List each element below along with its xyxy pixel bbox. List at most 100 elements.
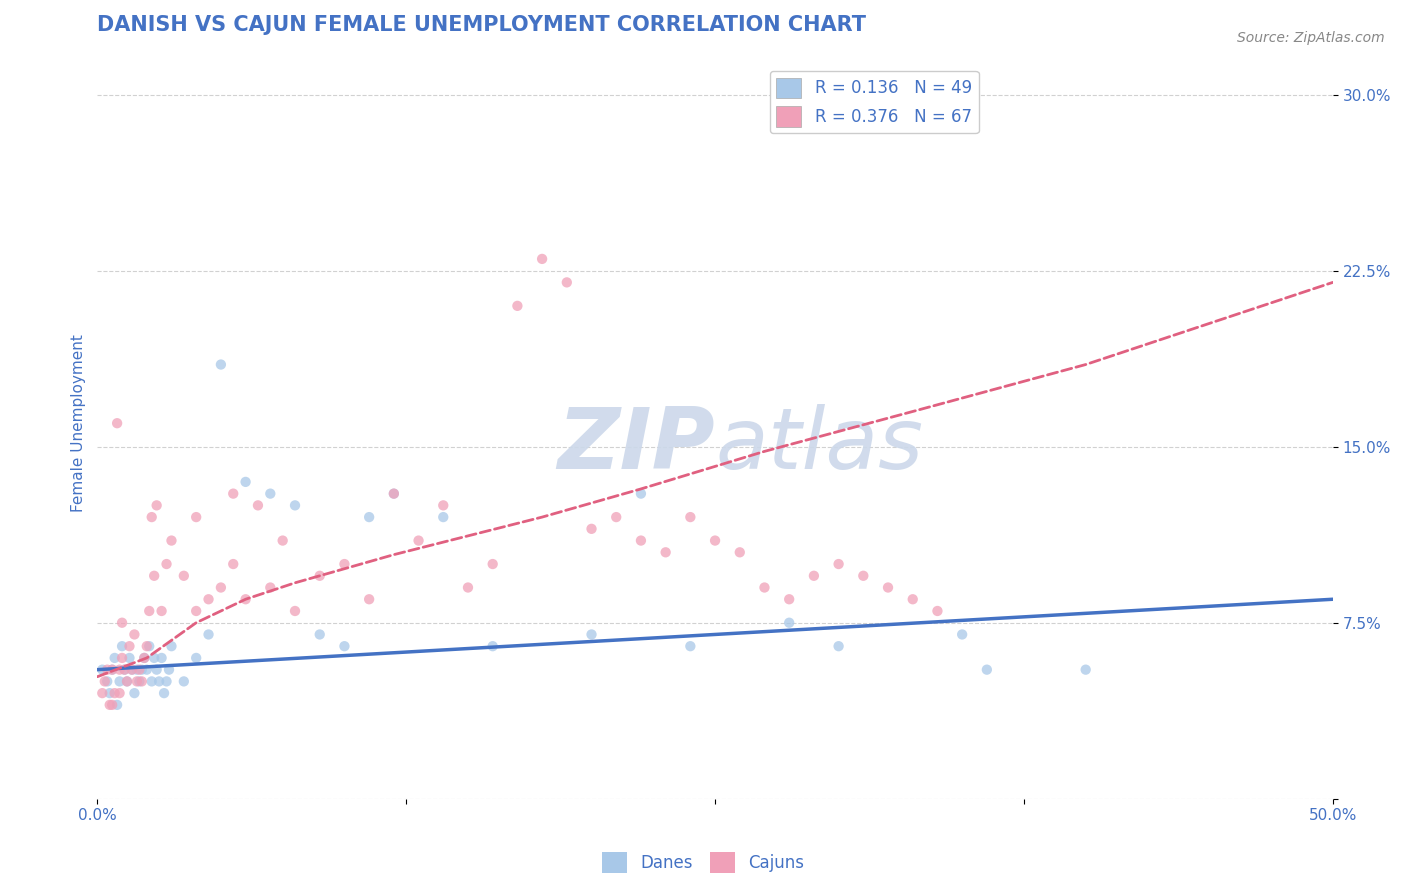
Point bbox=[209, 358, 232, 372]
Point bbox=[333, 639, 356, 653]
Point bbox=[134, 651, 156, 665]
Point bbox=[115, 674, 138, 689]
Point bbox=[408, 533, 430, 548]
Point bbox=[235, 475, 257, 489]
Point bbox=[108, 686, 131, 700]
Point bbox=[382, 486, 405, 500]
Point bbox=[209, 581, 232, 595]
Point bbox=[432, 499, 454, 513]
Point bbox=[157, 663, 180, 677]
Point bbox=[118, 639, 141, 653]
Point bbox=[111, 651, 134, 665]
Point bbox=[160, 639, 183, 653]
Point bbox=[284, 604, 307, 618]
Point bbox=[877, 581, 900, 595]
Point bbox=[143, 568, 166, 582]
Point bbox=[131, 674, 153, 689]
Point bbox=[124, 686, 146, 700]
Point bbox=[457, 581, 479, 595]
Point bbox=[173, 674, 195, 689]
Y-axis label: Female Unemployment: Female Unemployment bbox=[72, 334, 86, 512]
Point bbox=[778, 592, 800, 607]
Point bbox=[98, 686, 121, 700]
Point bbox=[114, 663, 136, 677]
Point bbox=[704, 533, 727, 548]
Point bbox=[728, 545, 751, 559]
Point bbox=[121, 663, 143, 677]
Point bbox=[222, 486, 245, 500]
Point bbox=[679, 639, 702, 653]
Point bbox=[111, 615, 134, 630]
Point bbox=[197, 627, 219, 641]
Point bbox=[259, 581, 281, 595]
Point bbox=[186, 510, 208, 524]
Legend: Danes, Cajuns: Danes, Cajuns bbox=[595, 846, 811, 880]
Point bbox=[150, 604, 173, 618]
Point bbox=[927, 604, 949, 618]
Point bbox=[153, 686, 176, 700]
Point bbox=[148, 674, 170, 689]
Point bbox=[827, 639, 849, 653]
Point bbox=[143, 651, 166, 665]
Point bbox=[138, 604, 160, 618]
Point bbox=[679, 510, 702, 524]
Point bbox=[94, 674, 117, 689]
Point bbox=[852, 568, 875, 582]
Point bbox=[98, 698, 121, 712]
Point bbox=[145, 499, 167, 513]
Point bbox=[506, 299, 529, 313]
Text: ZIP: ZIP bbox=[557, 404, 716, 487]
Point bbox=[141, 510, 163, 524]
Point bbox=[125, 663, 148, 677]
Point bbox=[91, 686, 114, 700]
Text: Source: ZipAtlas.com: Source: ZipAtlas.com bbox=[1237, 31, 1385, 45]
Point bbox=[128, 674, 150, 689]
Point bbox=[155, 557, 177, 571]
Point bbox=[160, 533, 183, 548]
Point bbox=[186, 651, 208, 665]
Point bbox=[359, 510, 381, 524]
Point bbox=[91, 663, 114, 677]
Point bbox=[654, 545, 676, 559]
Point bbox=[259, 486, 281, 500]
Point bbox=[235, 592, 257, 607]
Point bbox=[96, 674, 118, 689]
Point bbox=[134, 651, 156, 665]
Point bbox=[754, 581, 776, 595]
Point bbox=[141, 674, 163, 689]
Point bbox=[135, 663, 157, 677]
Point bbox=[138, 639, 160, 653]
Point bbox=[145, 663, 167, 677]
Point bbox=[173, 568, 195, 582]
Point bbox=[976, 663, 998, 677]
Point bbox=[581, 522, 603, 536]
Point bbox=[630, 486, 652, 500]
Point bbox=[186, 604, 208, 618]
Point bbox=[581, 627, 603, 641]
Point bbox=[778, 615, 800, 630]
Point bbox=[118, 651, 141, 665]
Point bbox=[246, 499, 269, 513]
Point bbox=[101, 663, 124, 677]
Point bbox=[121, 663, 143, 677]
Point bbox=[124, 627, 146, 641]
Point bbox=[950, 627, 973, 641]
Point bbox=[827, 557, 849, 571]
Point bbox=[135, 639, 157, 653]
Point bbox=[155, 674, 177, 689]
Point bbox=[114, 663, 136, 677]
Point bbox=[150, 651, 173, 665]
Point bbox=[382, 486, 405, 500]
Point bbox=[222, 557, 245, 571]
Point bbox=[481, 557, 503, 571]
Point bbox=[803, 568, 825, 582]
Text: DANISH VS CAJUN FEMALE UNEMPLOYMENT CORRELATION CHART: DANISH VS CAJUN FEMALE UNEMPLOYMENT CORR… bbox=[97, 15, 866, 35]
Point bbox=[271, 533, 294, 548]
Point bbox=[131, 663, 153, 677]
Point bbox=[531, 252, 554, 266]
Point bbox=[308, 568, 330, 582]
Point bbox=[105, 698, 128, 712]
Point bbox=[284, 499, 307, 513]
Point bbox=[1074, 663, 1097, 677]
Point bbox=[308, 627, 330, 641]
